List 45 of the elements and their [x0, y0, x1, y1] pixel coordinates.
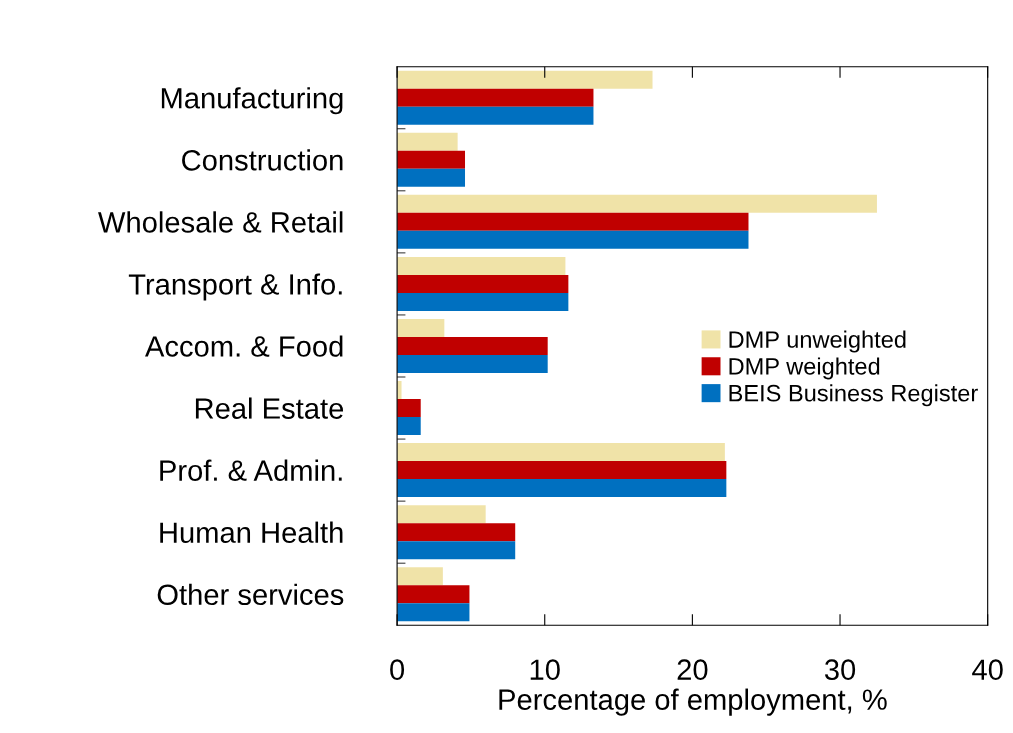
legend-label: DMP unweighted [729, 330, 906, 353]
bar [397, 523, 516, 542]
y-tick-label: Other services [157, 583, 344, 606]
y-tick-label: Real Estate [195, 397, 344, 419]
x-tick-label: 10 [530, 659, 560, 681]
bar [397, 381, 402, 400]
bar [397, 567, 443, 586]
bar [397, 541, 516, 560]
bar [397, 168, 466, 187]
bar [397, 417, 421, 436]
x-tick-label: 30 [824, 659, 856, 681]
legend-label: BEIS Business Register [729, 384, 978, 407]
bar [397, 585, 470, 604]
bar [397, 354, 548, 373]
y-tick-label: Human Health [160, 521, 343, 544]
y-tick-label: Wholesale & Retail [98, 211, 343, 233]
y-tick-label: Construction [182, 149, 343, 171]
bar [397, 212, 749, 231]
legend-label: DMP weighted [729, 357, 880, 380]
bar [397, 318, 445, 337]
bar [397, 292, 569, 311]
bar [397, 70, 653, 89]
bar [397, 443, 725, 462]
bar [397, 132, 458, 151]
bar [397, 505, 486, 524]
x-tick-label: 40 [972, 659, 1003, 681]
bar [397, 88, 594, 107]
x-tick-label: 0 [390, 659, 405, 681]
bar [397, 336, 548, 355]
y-tick-label: Prof. & Admin. [160, 459, 342, 481]
bar [397, 150, 466, 169]
bar [397, 479, 727, 498]
bar [397, 274, 569, 293]
bar [397, 106, 594, 125]
x-axis-title: Percentage of employment, % [499, 688, 887, 716]
y-tick-label: Manufacturing [161, 87, 343, 115]
bar [397, 230, 749, 249]
bar [397, 461, 727, 480]
bar [397, 603, 470, 622]
bar [397, 399, 421, 418]
x-tick-label: 20 [677, 659, 708, 681]
bar [397, 194, 877, 213]
y-tick-label: Transport & Info. [128, 273, 342, 301]
y-tick-label: Accom. & Food [145, 335, 343, 357]
bar [397, 256, 566, 275]
